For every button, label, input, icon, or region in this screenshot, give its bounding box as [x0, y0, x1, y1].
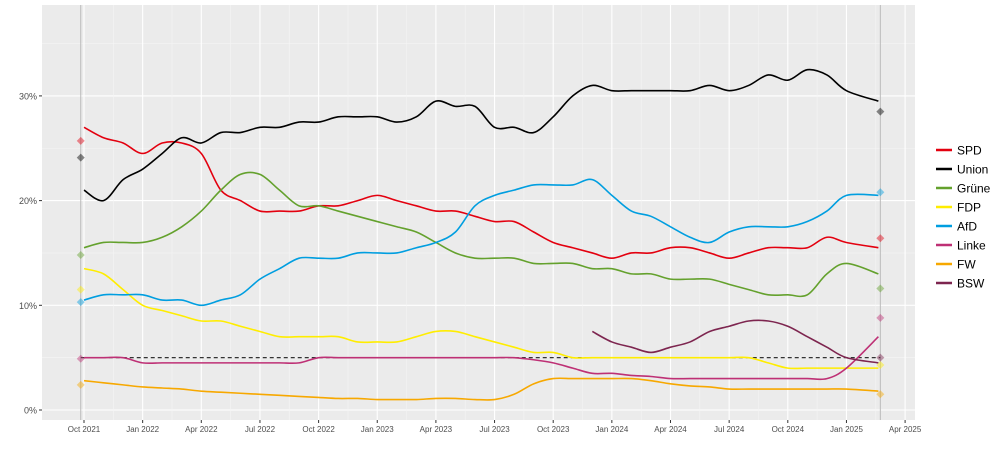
election-results	[76, 107, 885, 399]
x-axis: Oct 2021 Jan 2022 Apr 2022 Jul 2022 Oct 2022…	[68, 420, 922, 434]
y-axis: 0% 10% 20% 30%	[19, 91, 42, 416]
trend-line-grüne	[83, 171, 879, 298]
legend-label-fdp: FDP	[957, 201, 981, 215]
legend-background	[928, 137, 1000, 297]
x-tick-label: Oct 2023	[537, 425, 570, 434]
trend-line-fw	[83, 377, 879, 401]
x-tick-label: Oct 2021	[68, 425, 101, 434]
election-result-linke	[876, 313, 885, 322]
y-tick-label: 10%	[19, 301, 37, 311]
trend-line-linke	[83, 336, 879, 381]
y-tick-label: 30%	[19, 91, 37, 101]
election-result-afd	[76, 298, 85, 307]
x-tick-label: Jul 2022	[245, 425, 276, 434]
trend-line-spd	[83, 126, 879, 259]
legend: SPD Union Grüne FDP AfD Linke FW BSW	[928, 137, 1000, 297]
election-result-fw	[76, 380, 85, 389]
x-tick-label: Jan 2023	[361, 425, 394, 434]
election-result-spd	[876, 234, 885, 243]
legend-label-fw: FW	[957, 258, 976, 272]
election-result-bsw	[876, 353, 885, 362]
election-result-spd	[76, 136, 85, 145]
grid	[42, 5, 915, 420]
x-tick-label: Jan 2022	[126, 425, 159, 434]
trend-lines	[83, 68, 879, 401]
legend-label-union: Union	[957, 163, 988, 177]
x-tick-label: Jan 2024	[595, 425, 628, 434]
legend-label-bsw: BSW	[957, 277, 985, 291]
x-tick-label: Apr 2024	[654, 425, 687, 434]
x-tick-label: Oct 2022	[302, 425, 335, 434]
x-tick-label: Apr 2025	[889, 425, 922, 434]
y-tick-label: 20%	[19, 196, 37, 206]
y-tick-label: 0%	[24, 406, 37, 416]
election-result-fw	[876, 390, 885, 399]
election-result-grüne	[76, 251, 85, 260]
x-tick-label: Jul 2024	[714, 425, 745, 434]
x-tick-label: Jan 2025	[830, 425, 863, 434]
election-lines	[80, 5, 881, 420]
x-tick-label: Apr 2023	[420, 425, 453, 434]
trend-line-fdp	[83, 267, 879, 370]
legend-label-linke: Linke	[957, 239, 986, 253]
election-result-afd	[876, 188, 885, 197]
election-result-fdp	[876, 360, 885, 369]
election-result-union	[876, 107, 885, 116]
x-tick-label: Jul 2023	[479, 425, 510, 434]
election-result-grüne	[876, 284, 885, 293]
x-tick-label: Oct 2024	[772, 425, 805, 434]
election-result-linke	[76, 354, 85, 363]
trend-line-bsw	[591, 319, 879, 364]
election-result-union	[76, 153, 85, 162]
x-tick-label: Apr 2022	[185, 425, 218, 434]
legend-label-grüne: Grüne	[957, 182, 991, 196]
election-result-fdp	[76, 285, 85, 294]
legend-label-spd: SPD	[957, 144, 982, 158]
legend-label-afd: AfD	[957, 220, 977, 234]
trend-line-union	[83, 68, 879, 202]
trend-line-afd	[83, 178, 879, 307]
